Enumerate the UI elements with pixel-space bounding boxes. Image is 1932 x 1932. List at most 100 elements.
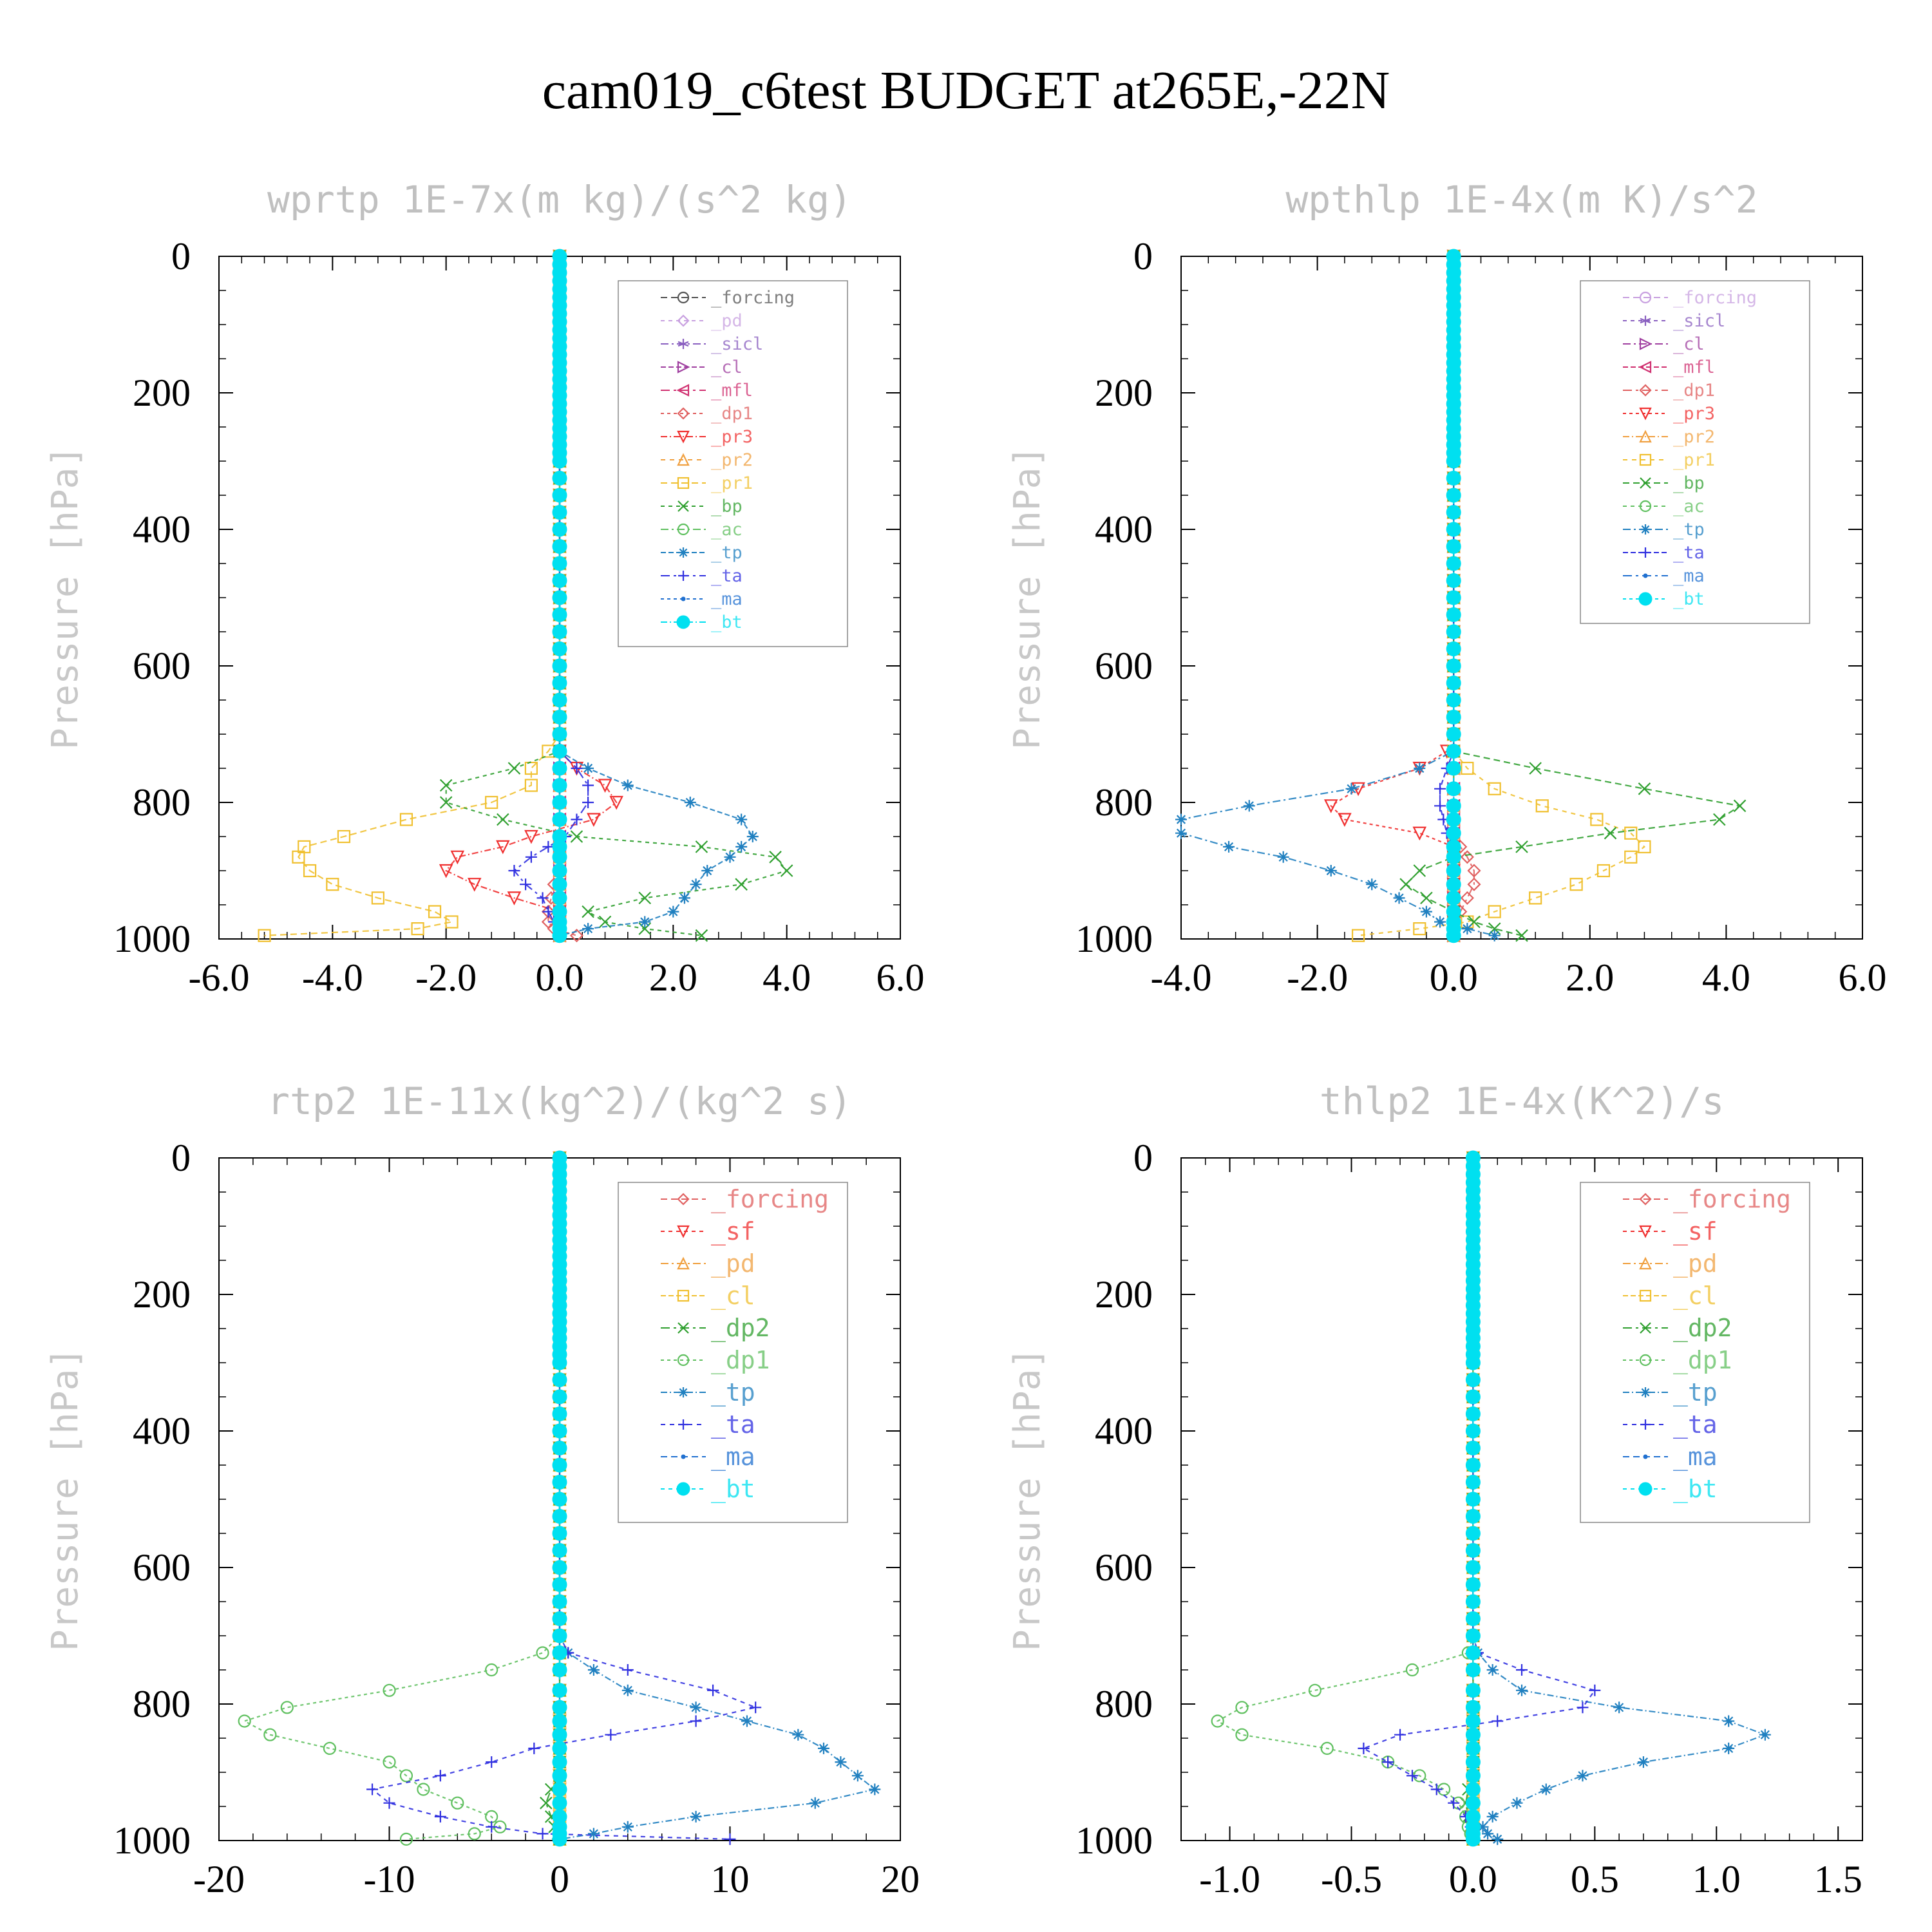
series-bt: [1446, 249, 1461, 943]
data-point: [1446, 590, 1461, 605]
series-pr3: [1323, 249, 1461, 943]
data-point: [1535, 799, 1549, 813]
data-point: [750, 1701, 762, 1714]
data-point: [1465, 1526, 1481, 1541]
legend-item: _dp2: [1623, 1314, 1732, 1343]
data-point: [552, 1741, 567, 1756]
data-point: [1465, 1741, 1481, 1756]
data-point: [552, 488, 567, 503]
legend-item: _cl: [661, 1282, 755, 1311]
data-point: [258, 929, 271, 942]
data-point: [552, 761, 567, 776]
legend-label: _ac: [711, 520, 743, 540]
data-point: [1446, 761, 1461, 776]
data-point: [1446, 798, 1461, 813]
y-tick-label: 1000: [1075, 1819, 1153, 1862]
x-tick-label: 2.0: [1566, 956, 1614, 999]
data-point: [552, 1389, 567, 1405]
legend-item: _dp1: [661, 1346, 770, 1375]
y-tick-label: 600: [1095, 1546, 1153, 1589]
data-point: [552, 1628, 567, 1643]
legend-item: _pr3: [661, 427, 753, 447]
legend-label: _sf: [1673, 1217, 1718, 1246]
data-point: [1637, 1756, 1649, 1768]
legend-label: _bt: [711, 612, 743, 632]
data-point: [701, 865, 714, 876]
data-point: [552, 658, 567, 674]
legend-item: _sicl: [1623, 311, 1725, 331]
x-tick-label: -20: [193, 1858, 245, 1900]
data-point: [486, 1756, 498, 1768]
data-point: [869, 1783, 881, 1795]
chart-panel-2: wpthlp 1E-4x(m K)/s^2 Pressure [hPa] -4.0 -…: [1007, 178, 1887, 999]
data-point: [1358, 1742, 1370, 1754]
data-point: [582, 905, 594, 918]
data-point: [1465, 1492, 1481, 1507]
y-tick-label: 1000: [113, 1819, 191, 1862]
data-point: [439, 864, 453, 878]
x-tick-label: 10: [711, 1858, 750, 1900]
data-point: [552, 1795, 567, 1811]
data-point: [1465, 1795, 1481, 1811]
data-point: [1338, 813, 1352, 827]
legend-label: _ta: [1673, 1410, 1718, 1439]
data-point: [552, 1406, 567, 1421]
data-point: [1366, 878, 1378, 891]
legend-item: _forcing: [661, 1185, 829, 1214]
legend-label: _mfl: [1673, 357, 1715, 377]
data-point: [552, 1714, 567, 1728]
data-point: [621, 1821, 634, 1833]
x-tick-label: 0.0: [1430, 956, 1478, 999]
data-point: [582, 923, 594, 935]
legend-item: _bp: [1623, 473, 1705, 493]
legend-label: _dp1: [711, 404, 753, 424]
data-point: [1446, 849, 1461, 865]
data-point: [552, 1683, 567, 1698]
legend-label: _bt: [1673, 589, 1705, 609]
data-point: [428, 905, 442, 918]
legend-label: _pd: [711, 311, 743, 331]
series-bt: [1465, 1150, 1481, 1847]
legend-item: _bt: [1623, 1475, 1718, 1504]
data-point: [735, 840, 748, 853]
y-axis-label: Pressure [hPa]: [44, 1347, 86, 1651]
legend-label: _forcing: [1673, 1185, 1791, 1214]
data-point: [552, 573, 567, 588]
data-point: [582, 797, 594, 808]
data-point: [587, 1828, 600, 1840]
data-point: [1308, 1683, 1321, 1697]
data-point: [524, 761, 538, 775]
data-point: [528, 1742, 540, 1754]
legend-item: _pd: [1623, 1249, 1718, 1278]
data-point: [1488, 929, 1501, 942]
legend-item: _pr1: [661, 473, 753, 493]
data-point: [724, 1833, 736, 1845]
y-tick-label: 200: [133, 1273, 191, 1316]
legend-label: _tp: [711, 1378, 755, 1407]
y-tick-label: 600: [133, 645, 191, 687]
data-point: [552, 692, 567, 708]
x-tick-label: -2.0: [1287, 956, 1348, 999]
data-point: [1465, 1423, 1481, 1439]
series-dp1: [238, 1151, 567, 1846]
data-point: [571, 762, 583, 774]
legend-item: _sf: [1623, 1217, 1718, 1246]
data-point: [417, 1783, 430, 1796]
data-point: [552, 1577, 567, 1592]
panel-title: thlp2 1E-4x(K^2)/s: [1320, 1079, 1725, 1123]
legend-item: _ma: [661, 589, 743, 609]
data-point: [1486, 1664, 1499, 1676]
data-point: [486, 1821, 498, 1833]
data-point: [1589, 1684, 1601, 1696]
data-point: [1529, 891, 1542, 905]
data-point: [690, 1701, 702, 1714]
data-point: [1467, 864, 1481, 878]
y-tick-label: 600: [133, 1546, 191, 1589]
data-point: [724, 851, 736, 863]
data-point: [552, 539, 567, 554]
data-point: [1488, 905, 1501, 918]
data-point: [552, 1526, 567, 1541]
data-point: [238, 1714, 251, 1728]
legend-label: _forcing: [711, 288, 795, 308]
data-point: [507, 891, 522, 905]
